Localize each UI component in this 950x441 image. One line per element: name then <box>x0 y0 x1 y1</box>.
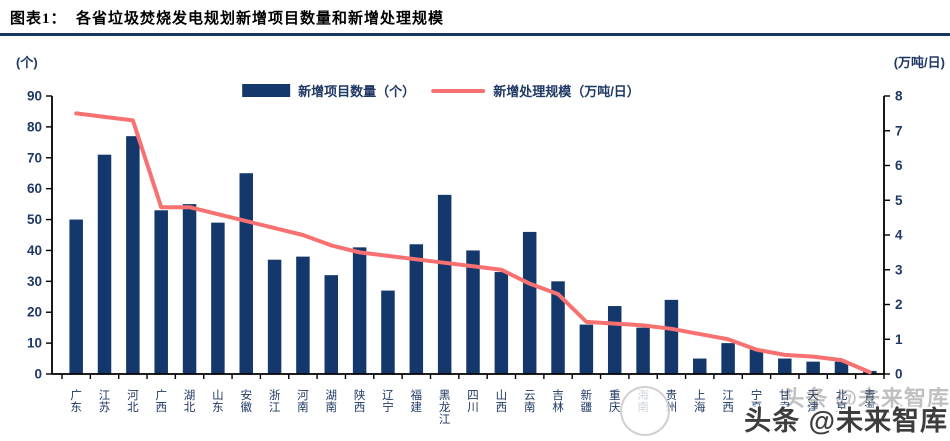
watermark-ghost-text: 头条 @未来智库 <box>782 386 950 411</box>
bar-广西 <box>154 210 168 374</box>
x-axis-label-宁夏: 宁夏 <box>751 388 763 414</box>
right-axis-tick-label: 8 <box>895 89 903 104</box>
left-axis-tick-label: 40 <box>27 243 42 258</box>
bar-海南 <box>636 327 650 374</box>
bar-陕西 <box>352 247 367 374</box>
x-axis-label-湖南: 湖南 <box>326 388 338 414</box>
bar-宁夏 <box>749 349 764 374</box>
left-axis-tick-label: 50 <box>27 212 42 227</box>
right-axis-tick-label: 3 <box>895 262 903 277</box>
trend-line <box>74 111 872 375</box>
right-axis-tick-label: 7 <box>895 123 903 138</box>
x-axis-label-江苏: 江苏 <box>99 389 111 414</box>
bar-安徽 <box>239 173 253 374</box>
x-axis-label-云南: 云南 <box>524 390 536 414</box>
bar-吉林 <box>551 281 565 374</box>
right-axis-tick-label: 2 <box>895 297 903 312</box>
watermark-logo-icon <box>620 386 670 436</box>
bar-河南 <box>296 256 310 374</box>
x-axis-label-安徽: 安徽 <box>240 388 252 414</box>
x-axis-label-重庆: 重庆 <box>609 388 621 414</box>
bar-甘肃 <box>778 358 792 374</box>
bar-series-label: 新增项目数量（个） <box>298 84 416 99</box>
bar-山东 <box>211 222 225 374</box>
x-axis-label-天津: 天津 <box>807 390 819 414</box>
left-axis-tick-label: 80 <box>27 119 42 134</box>
line-series-label: 新增处理规模（万吨/日） <box>493 84 640 99</box>
x-axis-label-河南: 河南 <box>297 389 309 414</box>
x-axis-label-陕西: 陕西 <box>354 388 366 414</box>
line-series-swatch-icon <box>431 88 486 93</box>
left-axis-tick-label: 70 <box>27 150 42 165</box>
bar-山西 <box>494 272 509 374</box>
left-axis-tick-label: 0 <box>34 367 42 382</box>
left-axis-unit-label: (个) <box>16 55 38 70</box>
x-axis-label-甘肃: 甘肃 <box>779 389 791 414</box>
bar-重庆 <box>607 306 622 374</box>
right-axis-tick-label: 0 <box>895 367 903 382</box>
bar-上海 <box>693 358 707 374</box>
bar-福建 <box>409 244 424 374</box>
bar-江苏 <box>97 154 112 374</box>
legend: 新增项目数量（个） 新增处理规模（万吨/日） <box>242 81 640 100</box>
watermark-text: 头条 @未来智库 <box>744 406 948 436</box>
title-underline <box>0 33 950 36</box>
left-axis-tick-label: 30 <box>27 274 42 289</box>
bar-天津 <box>806 361 820 374</box>
x-axis-label-浙江: 浙江 <box>269 389 281 414</box>
legend-item-bar-series: 新增项目数量（个） <box>242 81 415 100</box>
right-axis-unit-label: (万吨/日) <box>893 55 945 70</box>
x-axis-label-山东: 山东 <box>212 389 224 414</box>
x-axis-label-广东: 广东 <box>70 389 82 414</box>
bar-浙江 <box>267 259 282 374</box>
left-axis-tick-label: 20 <box>27 305 42 320</box>
bar-广东 <box>69 219 83 374</box>
x-axis-label-湖北: 湖北 <box>184 388 196 414</box>
x-axis-label-江西: 江西 <box>722 389 734 414</box>
right-axis-tick-label: 5 <box>895 193 903 208</box>
x-axis-label-辽宁: 辽宁 <box>382 389 394 414</box>
x-axis-label-福建: 福建 <box>411 388 423 414</box>
right-axis-tick-label: 6 <box>895 158 903 173</box>
right-axis-tick-label: 1 <box>895 332 903 347</box>
bar-黑龙江 <box>437 194 452 374</box>
bar-湖南 <box>324 275 339 374</box>
legend-item-line-series: 新增处理规模（万吨/日） <box>431 81 640 100</box>
bar-贵州 <box>664 299 679 374</box>
bar-云南 <box>522 231 537 374</box>
x-axis-label-吉林: 吉林 <box>552 389 564 414</box>
bar-辽宁 <box>381 290 395 374</box>
bar-四川 <box>466 250 480 374</box>
left-axis-tick-label: 10 <box>27 336 42 351</box>
bar-series-swatch-icon <box>242 84 291 97</box>
x-axis-label-新疆: 新疆 <box>581 388 593 414</box>
bar-新疆 <box>579 324 594 374</box>
bar-江西 <box>721 343 735 374</box>
figure-title: 图表1： 各省垃圾焚烧发电规划新增项目数量和新增处理规模 <box>10 11 445 27</box>
x-axis-label-山西: 山西 <box>496 389 508 414</box>
x-axis-label-贵州: 贵州 <box>666 389 678 414</box>
x-axis-label-河北: 河北 <box>127 389 139 414</box>
x-axis-label-上海: 上海 <box>694 389 706 414</box>
left-axis-tick-label: 60 <box>27 181 42 196</box>
left-axis-tick-label: 90 <box>27 89 42 104</box>
bar-北京 <box>834 361 849 374</box>
x-axis-label-黑龙江: 黑龙江 <box>439 389 451 426</box>
x-axis-label-广西: 广西 <box>155 389 167 414</box>
bar-河北 <box>126 136 140 374</box>
x-axis-label-青海: 青海 <box>864 389 876 414</box>
right-axis-tick-label: 4 <box>895 228 903 243</box>
x-axis-label-北京: 北京 <box>836 389 848 414</box>
x-axis-label-四川: 四川 <box>467 390 479 414</box>
bar-湖北 <box>182 204 197 374</box>
